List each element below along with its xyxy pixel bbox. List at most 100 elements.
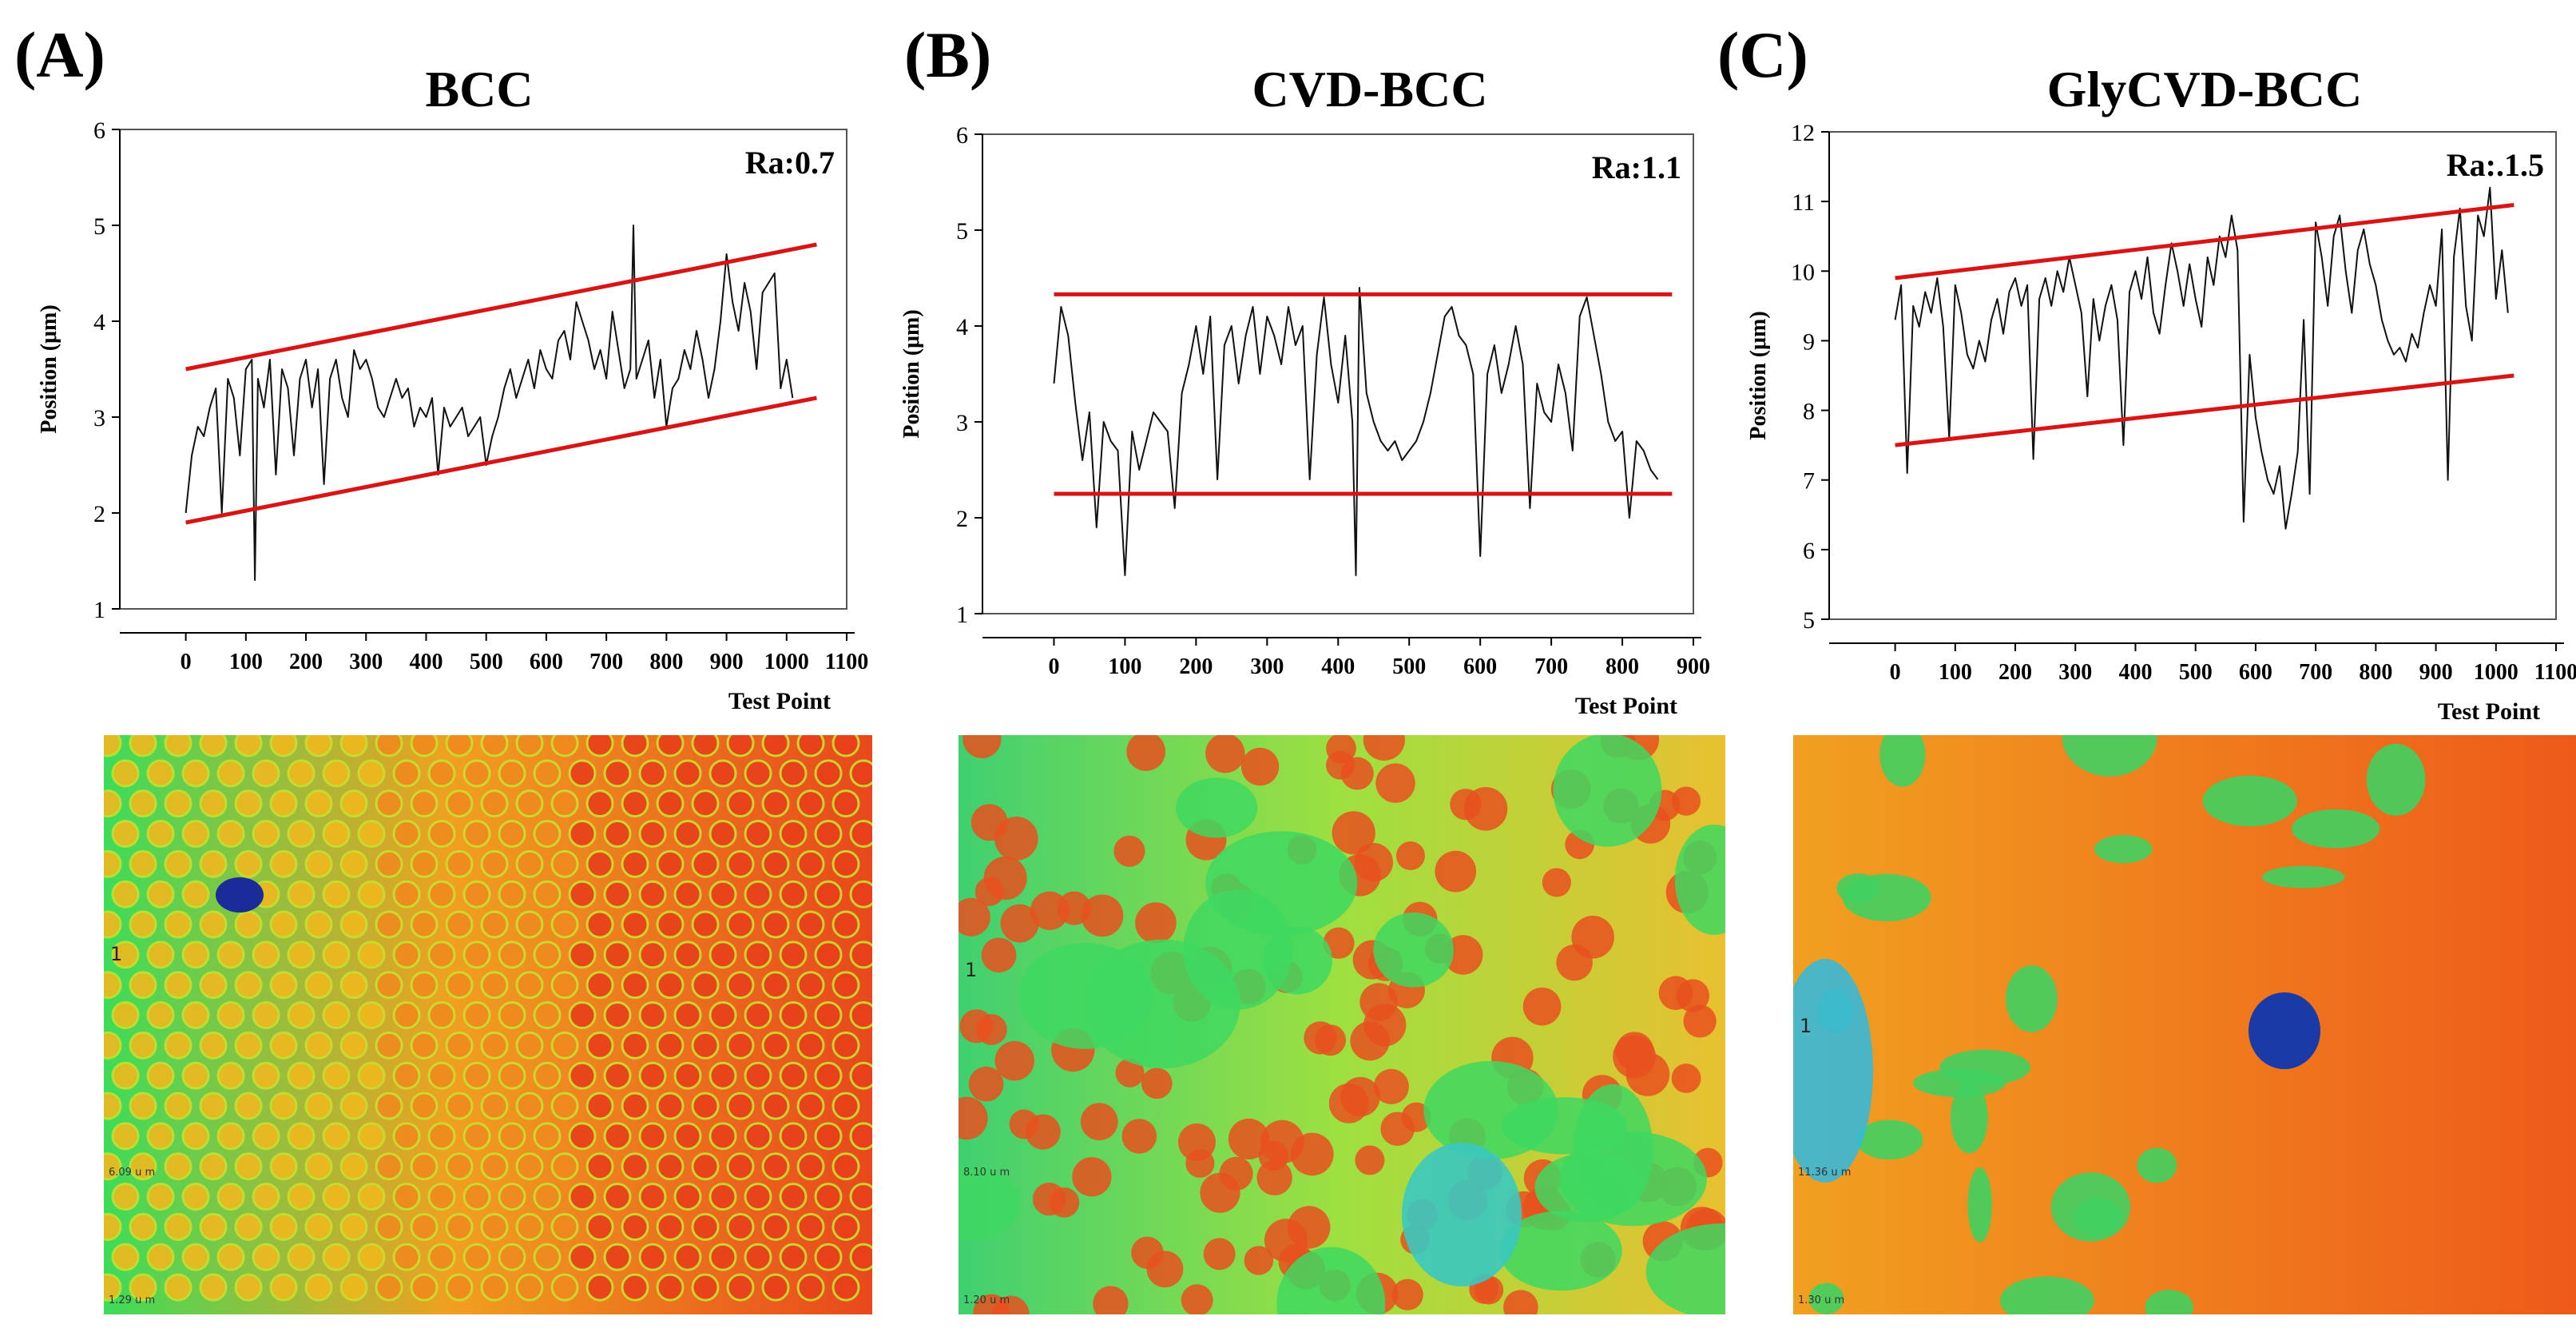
surface-patch [1674,824,1725,935]
surface-cell [656,1031,685,1060]
surface-cell [462,1061,491,1090]
surface-cell [322,820,351,849]
map-marker: 1 [110,943,123,965]
surface-cell [234,1031,263,1060]
surface-cell [568,820,597,849]
surface-cell [322,940,351,969]
surface-cell [104,910,122,939]
surface-cell [585,1212,614,1241]
surface-cell [181,820,210,849]
surface-cell [603,759,632,788]
surface-cell [104,1091,122,1120]
scale-label: 8.10 u m [963,1167,1010,1179]
surface-cell [814,1243,843,1271]
surface-cell [568,1243,597,1271]
surface-cell [322,880,351,909]
surface-pit [2249,992,2320,1069]
surface-cell [1240,747,1280,786]
x-tick-label: 0 [1048,654,1059,679]
surface-cell [164,789,193,818]
surface-cell [585,789,614,818]
surface-cell [357,880,386,909]
surface-cell [1256,1159,1292,1196]
x-tick-label: 1000 [764,650,809,674]
surface-cell [673,759,702,788]
surface-patch [2262,865,2345,889]
surface-cell [832,910,860,939]
surface-cell [796,1091,825,1120]
surface-cell [392,1243,421,1271]
surface-cell [638,1243,667,1271]
surface-cell [181,759,210,788]
surface-cell [832,735,860,757]
surface-cell [287,880,316,909]
surface-cell [199,1091,228,1120]
surface-cell [1395,841,1425,870]
surface-cell [104,971,122,1000]
surface-cell [410,910,439,939]
surface-cell [322,759,351,788]
surface-cell [375,789,403,818]
surface-cell [498,1001,526,1030]
surface-cell [104,1212,122,1241]
y-tick-label: 2 [956,506,968,532]
y-tick-label: 4 [93,309,105,336]
surface-cell [1181,1284,1213,1314]
x-tick-label: 500 [1392,654,1426,679]
surface-cell [638,1001,667,1030]
surface-cell [533,1122,562,1151]
x-tick-label: 1100 [825,650,868,674]
surface-cell [1304,1021,1337,1055]
surface-cell [1373,1068,1409,1104]
surface-cell [216,1243,245,1271]
surface-cell [129,910,157,939]
surface-cell [779,880,808,909]
surface-cell [104,789,122,818]
surface-cell [832,1031,860,1060]
surface-cell [129,849,157,878]
surface-cell [603,1061,632,1090]
surface-cell [357,820,386,849]
surface-cell [832,849,860,878]
surface-cell [480,1091,509,1120]
surface-cell [164,849,193,878]
surface-cell [427,940,456,969]
surface-cell [1435,850,1477,893]
surface-patch [1951,1082,1988,1154]
surface-cell [111,1183,140,1211]
surface-cell [726,1031,755,1060]
x-tick-label: 700 [589,650,623,674]
surface-cell [515,1091,544,1120]
surface-cell [129,1091,157,1120]
surface-patch [2062,735,2157,777]
x-tick-label: 700 [2299,660,2332,685]
surface-cell [427,880,456,909]
surface-cell [234,971,263,1000]
surface-cell [480,910,509,939]
surface-cell [410,735,439,757]
surface-cell [129,1031,157,1060]
surface-cell [304,1212,333,1241]
surface-cell [621,1212,649,1241]
surface-cell [656,1273,685,1302]
surface-cell [832,971,860,1000]
y-tick-label: 6 [956,122,968,149]
surface-cell [638,1122,667,1151]
profile-line [185,225,794,581]
surface-cell [726,910,755,939]
surface-cell [462,1243,491,1271]
surface-patch [2145,1290,2193,1314]
surface-cell [1203,1238,1236,1270]
surface-cell [814,820,843,849]
surface-cell [234,735,263,757]
surface-cell [603,1001,632,1030]
surface-cell [445,910,474,939]
surface-cell [1542,868,1571,897]
surface-cell [375,910,403,939]
surface-cell [744,1001,772,1030]
surface-cell [621,1031,649,1060]
surface-cell [568,880,597,909]
surface-cell [445,1212,474,1241]
surface-patch [1913,1068,2006,1098]
surface-cell [216,1061,245,1090]
